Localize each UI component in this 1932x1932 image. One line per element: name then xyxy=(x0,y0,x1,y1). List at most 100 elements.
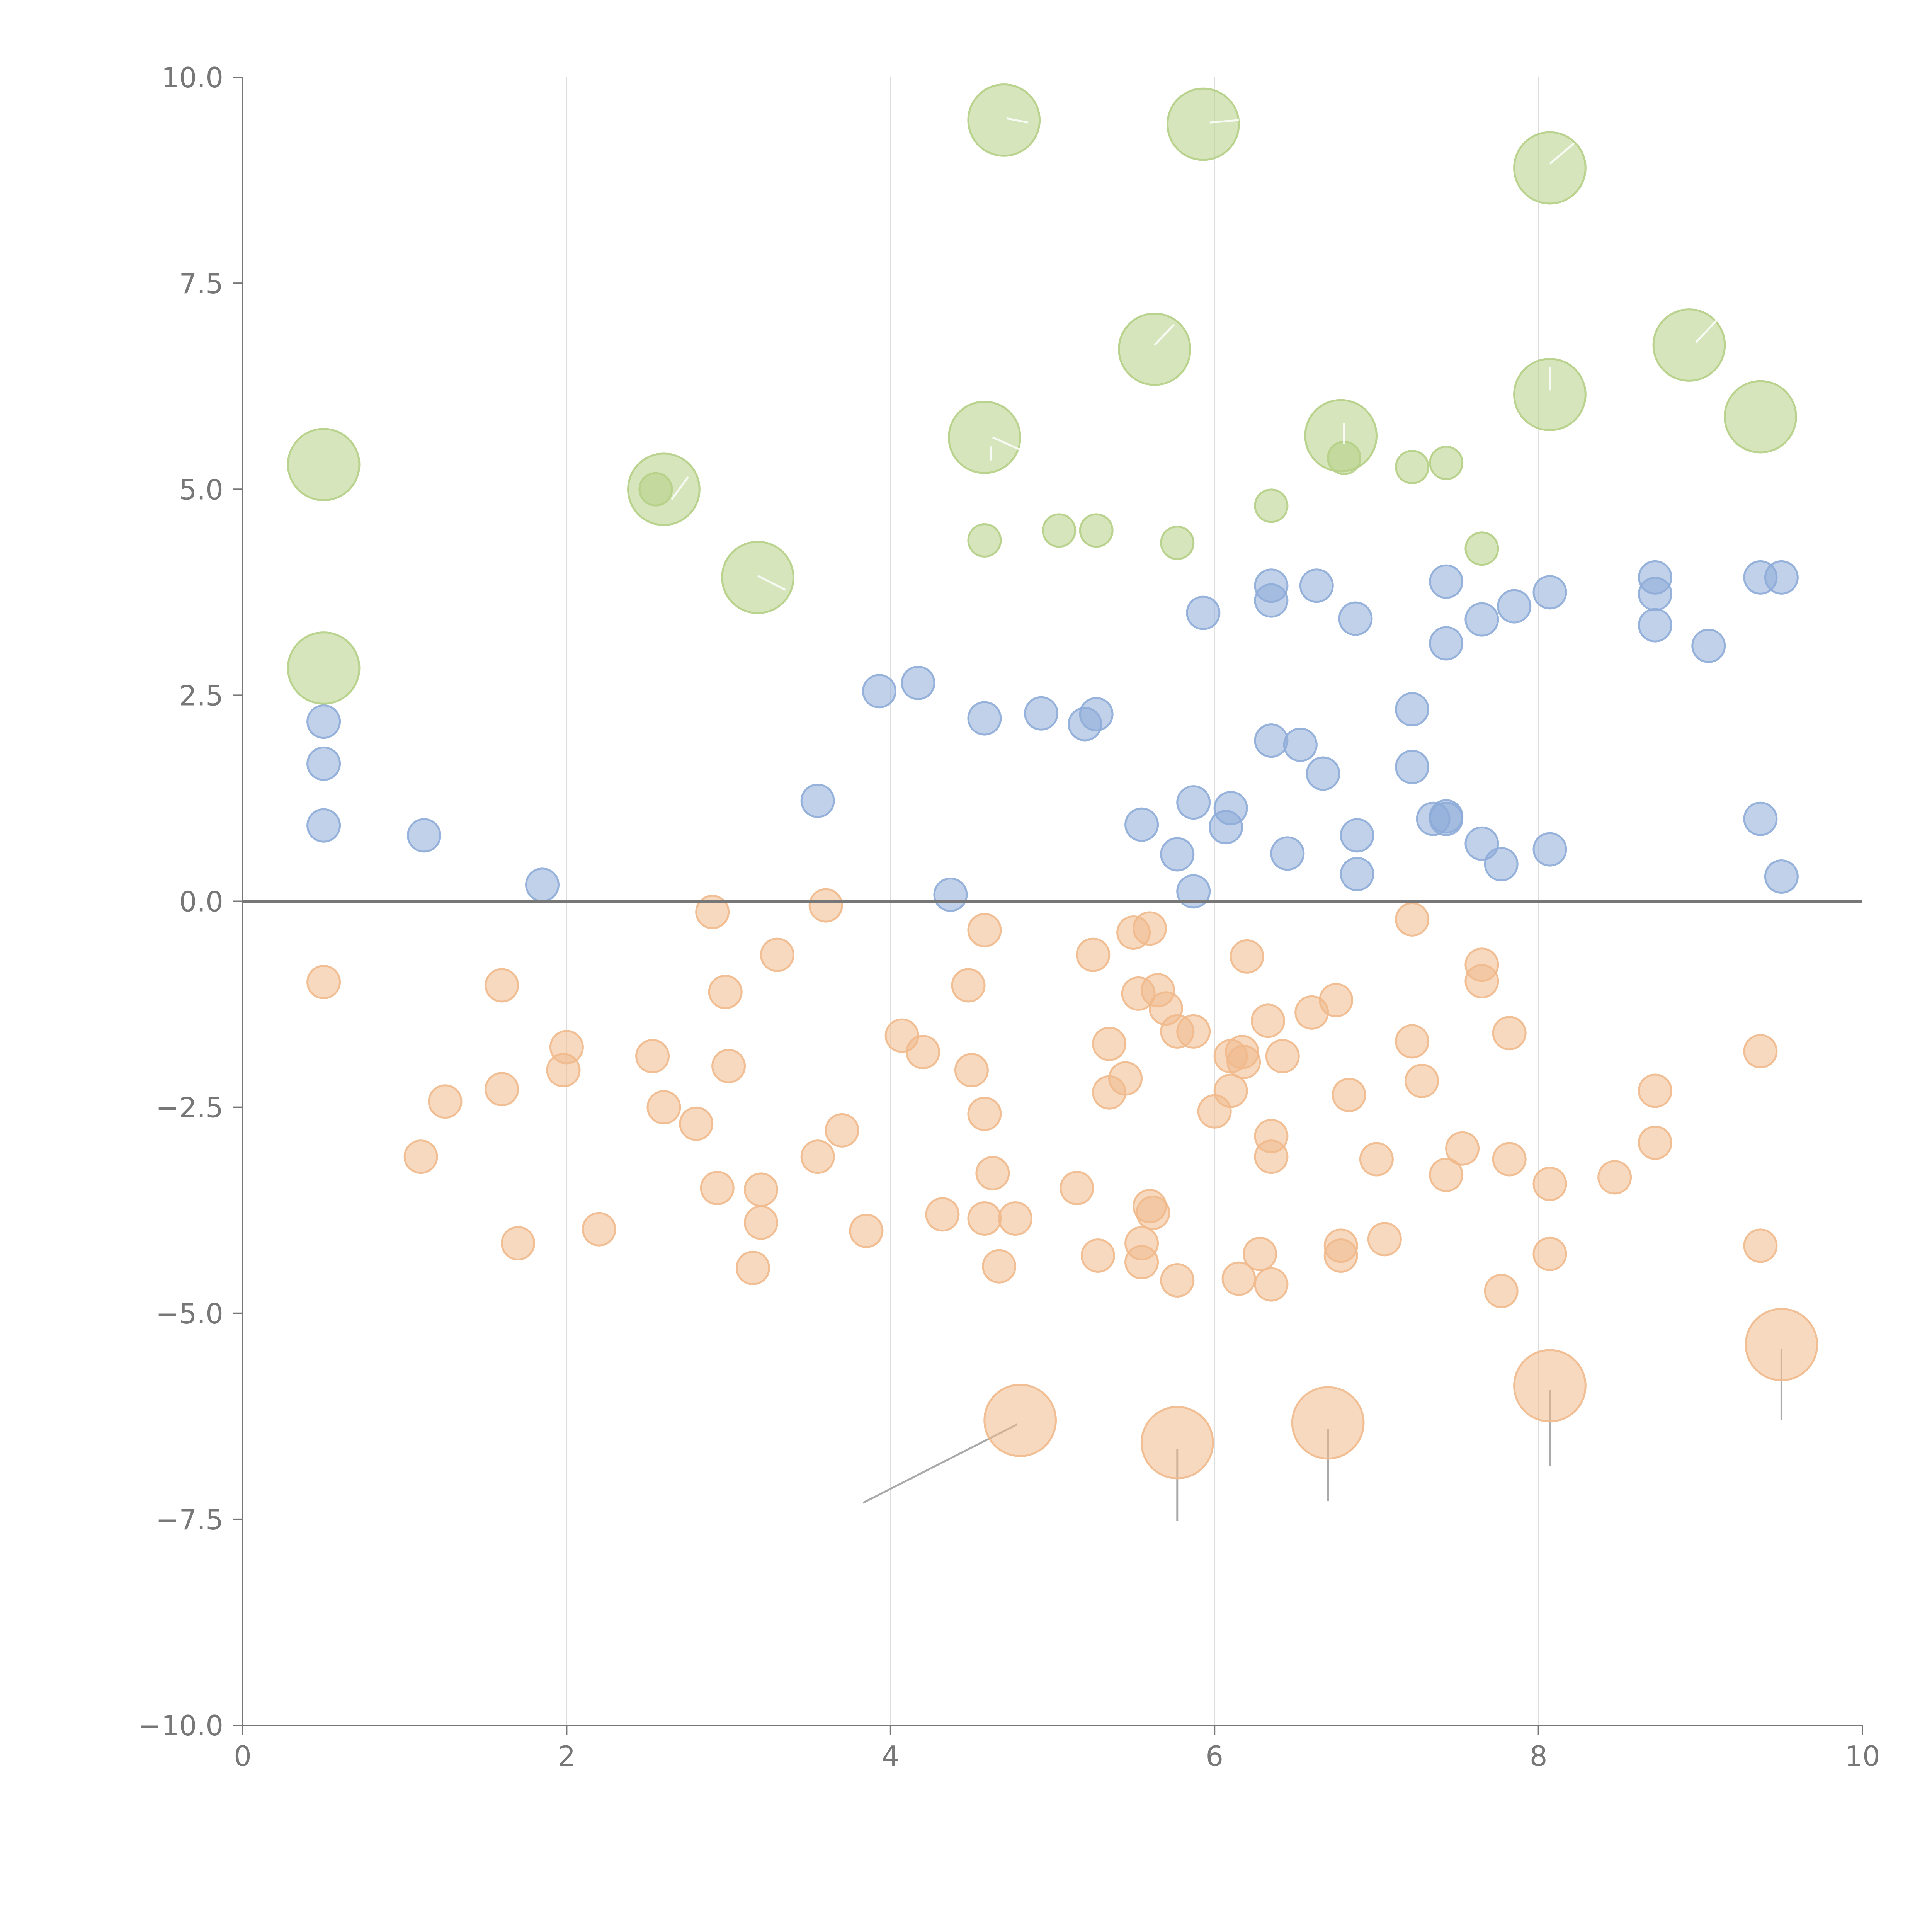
orange-point-11 xyxy=(679,1106,714,1141)
blue-point-10 xyxy=(1024,696,1059,731)
orange-point-70 xyxy=(1332,1078,1366,1112)
orange-point-60 xyxy=(1243,1236,1277,1271)
orange-point-76 xyxy=(1429,1157,1464,1192)
y-tick-label: −7.5 xyxy=(156,1503,223,1536)
orange-point-35 xyxy=(1060,1171,1094,1206)
orange-point-81 xyxy=(1492,1016,1527,1051)
orange-point-44 xyxy=(1124,1245,1159,1280)
orange-point-36 xyxy=(1076,937,1111,972)
blue-point-28 xyxy=(1340,818,1374,853)
blue-point-27 xyxy=(1338,601,1373,636)
inner-mark-3 xyxy=(992,436,1021,451)
blue-point-12 xyxy=(1079,697,1114,731)
orange-point-0 xyxy=(306,964,341,999)
orange-point-28 xyxy=(954,1053,989,1088)
blue-point-16 xyxy=(1176,874,1211,909)
orange-point-80 xyxy=(1484,1274,1519,1308)
orange-point-75 xyxy=(1405,1063,1439,1098)
orange-point-29 xyxy=(967,913,1002,947)
orange-point-40 xyxy=(1108,1061,1143,1096)
orange-point-4 xyxy=(485,1072,519,1107)
orange-point-8 xyxy=(582,1212,616,1247)
blue-point-7 xyxy=(901,665,935,700)
orange-point-22 xyxy=(825,1113,859,1148)
blue-point-25 xyxy=(1299,568,1334,603)
blue-point-23 xyxy=(1270,836,1305,871)
orange-point-9 xyxy=(635,1039,670,1073)
x-tick-label: 0 xyxy=(234,1740,252,1772)
blue-point-2 xyxy=(306,808,341,843)
orange-point-67 xyxy=(1319,983,1354,1017)
green-point-16 xyxy=(1395,450,1430,485)
inner-marks xyxy=(671,117,1718,591)
blue-point-15 xyxy=(1176,785,1211,820)
green-point-17 xyxy=(1429,446,1464,480)
blue-point-45 xyxy=(1638,608,1672,643)
green-point-5 xyxy=(967,83,1041,157)
x-tick-label: 2 xyxy=(558,1740,575,1772)
green-point-15 xyxy=(1327,440,1362,475)
blue-point-49 xyxy=(1764,560,1799,595)
blue-point-19 xyxy=(1213,791,1248,826)
orange-point-83 xyxy=(1532,1167,1567,1201)
blue-point-44 xyxy=(1638,577,1672,611)
y-tick-label: 2.5 xyxy=(179,679,223,712)
orange-point-55 xyxy=(1213,1073,1248,1108)
orange-point-47 xyxy=(1136,1196,1170,1230)
orange-point-23 xyxy=(849,1214,884,1248)
x-tick-label: 6 xyxy=(1206,1740,1223,1772)
orange-point-85 xyxy=(1597,1160,1632,1195)
blue-point-46 xyxy=(1691,628,1726,663)
orange-point-13 xyxy=(700,1171,735,1206)
blue-point-24 xyxy=(1283,727,1318,762)
orange-point-27 xyxy=(951,968,986,1003)
green-point-4 xyxy=(721,541,794,614)
inner-mark-8 xyxy=(1549,142,1575,165)
inner-mark-10 xyxy=(1695,320,1718,344)
orange-point-12 xyxy=(695,895,730,929)
axes: 0 2 4 6 8 10 −10.0 −7.5 −5.0 −2.5 0.0 2.5 5.0 7.5 10.0 xyxy=(138,61,1880,1772)
orange-point-93 xyxy=(1513,1349,1587,1423)
orange-point-19 xyxy=(760,937,794,972)
green-point-7 xyxy=(967,523,1002,558)
green-point-13 xyxy=(1254,488,1289,523)
orange-point-16 xyxy=(735,1250,770,1285)
blue-point-3 xyxy=(407,818,442,853)
orange-point-87 xyxy=(1638,1125,1672,1160)
orange-point-84 xyxy=(1532,1236,1567,1271)
orange-point-15 xyxy=(711,1049,746,1083)
orange-point-63 xyxy=(1254,1139,1289,1174)
orange-point-65 xyxy=(1265,1039,1300,1073)
blue-point-34 xyxy=(1429,626,1464,661)
orange-point-20 xyxy=(800,1139,835,1174)
green-point-22 xyxy=(1724,380,1797,454)
inner-mark-1 xyxy=(757,575,786,591)
green-point-1 xyxy=(287,631,361,705)
green-point-21 xyxy=(1652,308,1726,382)
green-point-12 xyxy=(1166,87,1240,161)
blue-point-42 xyxy=(1532,832,1567,867)
blue-point-29 xyxy=(1340,857,1374,891)
green-point-3 xyxy=(638,472,673,507)
orange-point-52 xyxy=(1176,1014,1211,1049)
y-tick-label: −2.5 xyxy=(156,1092,223,1124)
blue-point-48 xyxy=(1743,801,1778,836)
orange-point-64 xyxy=(1254,1267,1289,1302)
orange-point-7 xyxy=(546,1053,581,1088)
data-points xyxy=(287,83,1818,1480)
blue-point-36 xyxy=(1429,801,1464,836)
inner-mark-5 xyxy=(1154,324,1175,346)
orange-point-73 xyxy=(1395,902,1430,937)
orange-point-33 xyxy=(982,1249,1017,1284)
blue-point-0 xyxy=(306,704,341,739)
orange-point-89 xyxy=(1743,1228,1778,1263)
orange-point-14 xyxy=(708,975,743,1009)
orange-point-31 xyxy=(967,1201,1002,1236)
orange-point-3 xyxy=(485,968,519,1003)
blue-point-4 xyxy=(525,867,560,902)
orange-point-2 xyxy=(428,1084,463,1119)
green-point-18 xyxy=(1464,531,1499,566)
green-point-10 xyxy=(1118,312,1191,386)
blue-point-26 xyxy=(1306,756,1340,791)
blue-point-30 xyxy=(1395,692,1430,727)
